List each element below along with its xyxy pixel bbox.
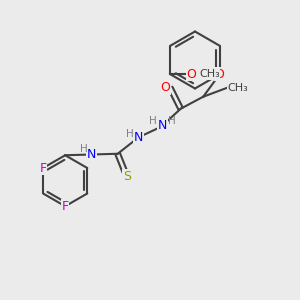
Text: N: N: [134, 131, 143, 144]
Text: S: S: [123, 170, 131, 183]
Text: CH₃: CH₃: [199, 69, 220, 79]
Text: CH₃: CH₃: [227, 83, 248, 93]
Text: H: H: [149, 116, 157, 126]
Text: H: H: [126, 129, 134, 139]
Text: H: H: [168, 116, 176, 126]
Text: O: O: [161, 81, 171, 94]
Text: O: O: [215, 68, 225, 81]
Text: H: H: [80, 143, 88, 154]
Text: F: F: [61, 200, 69, 213]
Text: O: O: [186, 68, 196, 81]
Text: N: N: [87, 148, 96, 161]
Text: F: F: [40, 161, 47, 175]
Text: N: N: [158, 119, 167, 132]
